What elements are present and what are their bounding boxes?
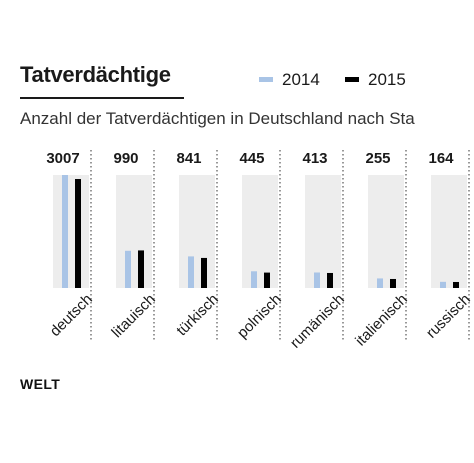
- category-panel: [305, 175, 341, 288]
- total-label: 990: [113, 150, 138, 167]
- chart-subtitle: Anzahl der Tatverdächtigen in Deutschlan…: [20, 109, 415, 128]
- category-panel: [431, 175, 467, 288]
- category-label: litauisch: [108, 291, 158, 341]
- category-panel: [53, 175, 89, 288]
- total-label: 413: [302, 150, 327, 167]
- total-label: 445: [239, 150, 264, 167]
- category-panel: [116, 175, 152, 288]
- welt-logo: WELT: [20, 376, 61, 392]
- total-label: 164: [428, 150, 454, 167]
- bar-2015-deutsch: [75, 179, 81, 288]
- legend-label-2014: 2014: [282, 70, 320, 89]
- legend-swatch-2015: [345, 77, 359, 83]
- title-underline: [20, 97, 184, 99]
- category-label: polnisch: [234, 291, 285, 342]
- legend-item-2015: 2015: [345, 70, 406, 90]
- category-label: türkisch: [173, 291, 222, 340]
- total-label: 3007: [46, 150, 79, 167]
- total-label: 841: [176, 150, 201, 167]
- category-panel: [242, 175, 278, 288]
- category-label: rumänisch: [287, 291, 348, 352]
- category-label: italienisch: [352, 291, 411, 350]
- bar-2014-polnisch: [251, 271, 257, 288]
- bar-2014-russisch: [440, 281, 446, 288]
- bar-2014-deutsch: [62, 175, 68, 288]
- bar-2015-russisch: [453, 281, 459, 288]
- category-panel: [368, 175, 404, 288]
- legend-swatch-2014: [259, 77, 273, 83]
- bar-2014-rumänisch: [314, 272, 320, 288]
- bar-2015-italienisch: [390, 278, 396, 288]
- bar-2015-polnisch: [264, 272, 270, 288]
- category-label: russisch: [423, 291, 474, 342]
- bar-2014-türkisch: [188, 256, 194, 288]
- legend-item-2014: 2014: [259, 70, 320, 90]
- category-label: deutsch: [47, 291, 96, 340]
- chart-title: Tatverdächtige: [20, 62, 171, 87]
- bar-2015-türkisch: [201, 257, 207, 288]
- bar-2014-italienisch: [377, 278, 383, 288]
- bar-2015-rumänisch: [327, 272, 333, 288]
- bar-2014-litauisch: [125, 250, 131, 288]
- total-label: 255: [365, 150, 390, 167]
- category-panel: [179, 175, 215, 288]
- bar-2015-litauisch: [138, 250, 144, 288]
- legend-label-2015: 2015: [368, 70, 406, 89]
